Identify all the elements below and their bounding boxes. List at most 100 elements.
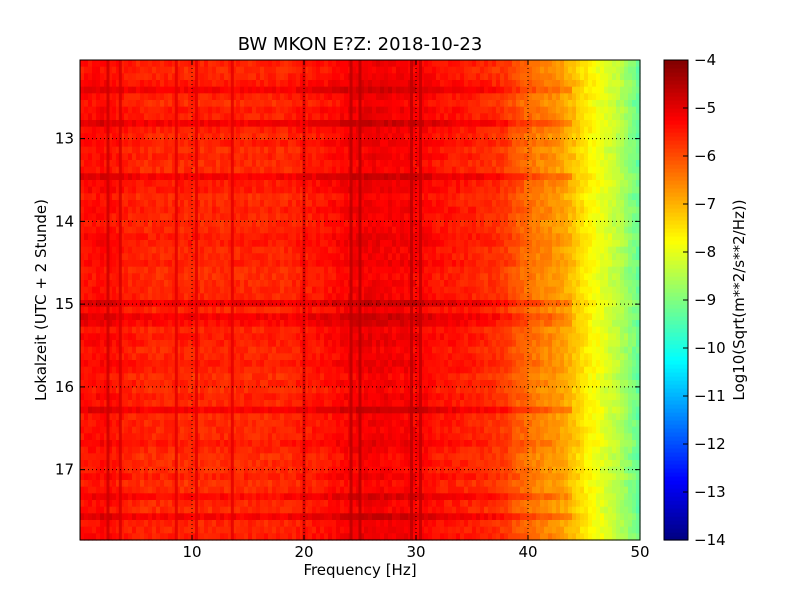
heatmap-cell	[308, 220, 313, 228]
heatmap-cell	[300, 180, 305, 188]
heatmap-cell	[216, 133, 221, 141]
heatmap-cell	[500, 60, 505, 68]
heatmap-cell	[116, 226, 121, 234]
heatmap-cell	[200, 133, 205, 141]
heatmap-cell	[240, 120, 245, 128]
heatmap-cell	[300, 100, 305, 108]
heatmap-cell	[264, 266, 269, 274]
heatmap-cell	[96, 266, 101, 274]
heatmap-cell	[256, 73, 261, 81]
heatmap-cell	[456, 160, 461, 168]
heatmap-cell	[200, 80, 205, 88]
heatmap-cell	[156, 213, 161, 221]
heatmap-cell	[448, 126, 453, 134]
heatmap-cell	[160, 233, 165, 241]
heatmap-cell	[200, 153, 205, 161]
heatmap-cell	[188, 266, 193, 274]
heatmap-cell	[448, 220, 453, 228]
heatmap-cell	[524, 140, 529, 148]
heatmap-cell	[584, 280, 589, 288]
heatmap-cell	[492, 266, 497, 274]
heatmap-cell	[340, 140, 345, 148]
heatmap-cell	[176, 246, 181, 254]
heatmap-cell	[212, 133, 217, 141]
heatmap-cell	[496, 173, 501, 181]
heatmap-cell	[148, 93, 153, 101]
heatmap-cell	[320, 240, 325, 248]
heatmap-cell	[576, 200, 581, 208]
heatmap-cell	[264, 260, 269, 268]
heatmap-cell	[244, 240, 249, 248]
heatmap-cell	[236, 160, 241, 168]
heatmap-cell	[512, 246, 517, 254]
heatmap-cell	[108, 153, 113, 161]
heatmap-cell	[476, 260, 481, 268]
heatmap-cell	[388, 140, 393, 148]
heatmap-cell	[600, 220, 605, 228]
heatmap-cell	[436, 280, 441, 288]
heatmap-cell	[368, 286, 373, 294]
heatmap-cell	[132, 180, 137, 188]
heatmap-cell	[568, 240, 573, 248]
heatmap-cell	[372, 186, 377, 194]
heatmap-cell	[144, 233, 149, 241]
heatmap-cell	[252, 213, 257, 221]
heatmap-cell	[156, 180, 161, 188]
heatmap-cell	[436, 186, 441, 194]
heatmap-cell	[468, 126, 473, 134]
heatmap-cell	[272, 93, 277, 101]
heatmap-cell	[324, 246, 329, 254]
heatmap-cell	[608, 166, 613, 174]
heatmap-cell	[456, 213, 461, 221]
heatmap-cell	[140, 206, 145, 214]
heatmap-cell	[588, 213, 593, 221]
heatmap-cell	[280, 180, 285, 188]
heatmap-cell	[600, 73, 605, 81]
heatmap-cell	[432, 240, 437, 248]
heatmap-cell	[544, 186, 549, 194]
heatmap-cell	[260, 246, 265, 254]
heatmap-cell	[208, 66, 213, 74]
heatmap-cell	[504, 86, 509, 94]
heatmap-cell	[112, 233, 117, 241]
heatmap-cell	[440, 206, 445, 214]
heatmap-cell	[192, 193, 197, 201]
heatmap-cell	[328, 220, 333, 228]
heatmap-cell	[444, 286, 449, 294]
heatmap-cell	[592, 73, 597, 81]
heatmap-cell	[604, 226, 609, 234]
heatmap-cell	[552, 220, 557, 228]
heatmap-cell	[116, 106, 121, 114]
heatmap-cell	[224, 60, 229, 68]
heatmap-cell	[464, 233, 469, 241]
heatmap-cell	[392, 60, 397, 68]
heatmap-cell	[516, 100, 521, 108]
heatmap-cell	[308, 160, 313, 168]
heatmap-cell	[332, 133, 337, 141]
heatmap-cell	[100, 240, 105, 248]
heatmap-cell	[388, 266, 393, 274]
heatmap-cell	[276, 286, 281, 294]
heatmap-cell	[420, 206, 425, 214]
heatmap-cell	[292, 226, 297, 234]
heatmap-cell	[288, 160, 293, 168]
heatmap-cell	[308, 253, 313, 261]
heatmap-cell	[292, 60, 297, 68]
heatmap-cell	[224, 126, 229, 134]
heatmap-cell	[184, 60, 189, 68]
heatmap-cell	[220, 213, 225, 221]
heatmap-cell	[100, 173, 105, 181]
heatmap-cell	[84, 280, 89, 288]
heatmap-cell	[264, 173, 269, 181]
heatmap-cell	[464, 193, 469, 201]
heatmap-cell	[284, 260, 289, 268]
heatmap-cell	[556, 73, 561, 81]
heatmap-cell	[352, 106, 357, 114]
heatmap-cell	[412, 80, 417, 88]
heatmap-cell	[548, 220, 553, 228]
heatmap-cell	[252, 280, 257, 288]
heatmap-cell	[336, 126, 341, 134]
heatmap-cell	[112, 260, 117, 268]
heatmap-cell	[204, 180, 209, 188]
heatmap-cell	[480, 60, 485, 68]
